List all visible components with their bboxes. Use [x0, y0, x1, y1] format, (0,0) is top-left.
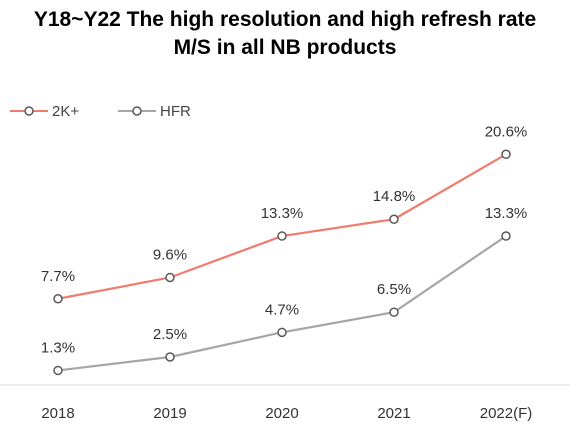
legend-label-1: HFR	[160, 103, 191, 120]
legend-marker-0	[24, 106, 34, 116]
data-point	[277, 231, 287, 241]
data-label: 6.5%	[377, 281, 411, 298]
data-point	[389, 214, 399, 224]
x-tick-label: 2020	[265, 405, 298, 422]
data-label: 2.5%	[153, 326, 187, 343]
data-point	[53, 294, 63, 304]
data-label: 7.7%	[41, 268, 75, 285]
data-label: 13.3%	[261, 205, 304, 222]
legend-marker-1	[132, 106, 142, 116]
data-label: 1.3%	[41, 339, 75, 356]
series-line-0	[57, 153, 507, 300]
data-point	[165, 272, 175, 283]
x-tick-label: 2019	[153, 405, 186, 422]
data-point	[53, 365, 63, 376]
chart-title: Y18~Y22 The high resolution and high ref…	[33, 8, 537, 31]
data-label: 9.6%	[153, 246, 187, 263]
data-label: 14.8%	[373, 188, 416, 205]
data-point	[501, 231, 511, 241]
data-point	[501, 149, 511, 160]
x-tick-label: 2022(F)	[480, 405, 533, 422]
data-point	[277, 327, 287, 338]
legend-label-0: 2K+	[52, 103, 79, 120]
data-point	[165, 352, 175, 362]
x-tick-label: 2018	[41, 405, 74, 422]
data-label: 4.7%	[265, 301, 299, 318]
data-point	[389, 307, 399, 317]
x-tick-label: 2021	[377, 405, 410, 422]
data-label: 20.6%	[485, 123, 528, 140]
chart-subtitle: M/S in all NB products	[173, 36, 397, 59]
data-label: 13.3%	[485, 205, 528, 222]
